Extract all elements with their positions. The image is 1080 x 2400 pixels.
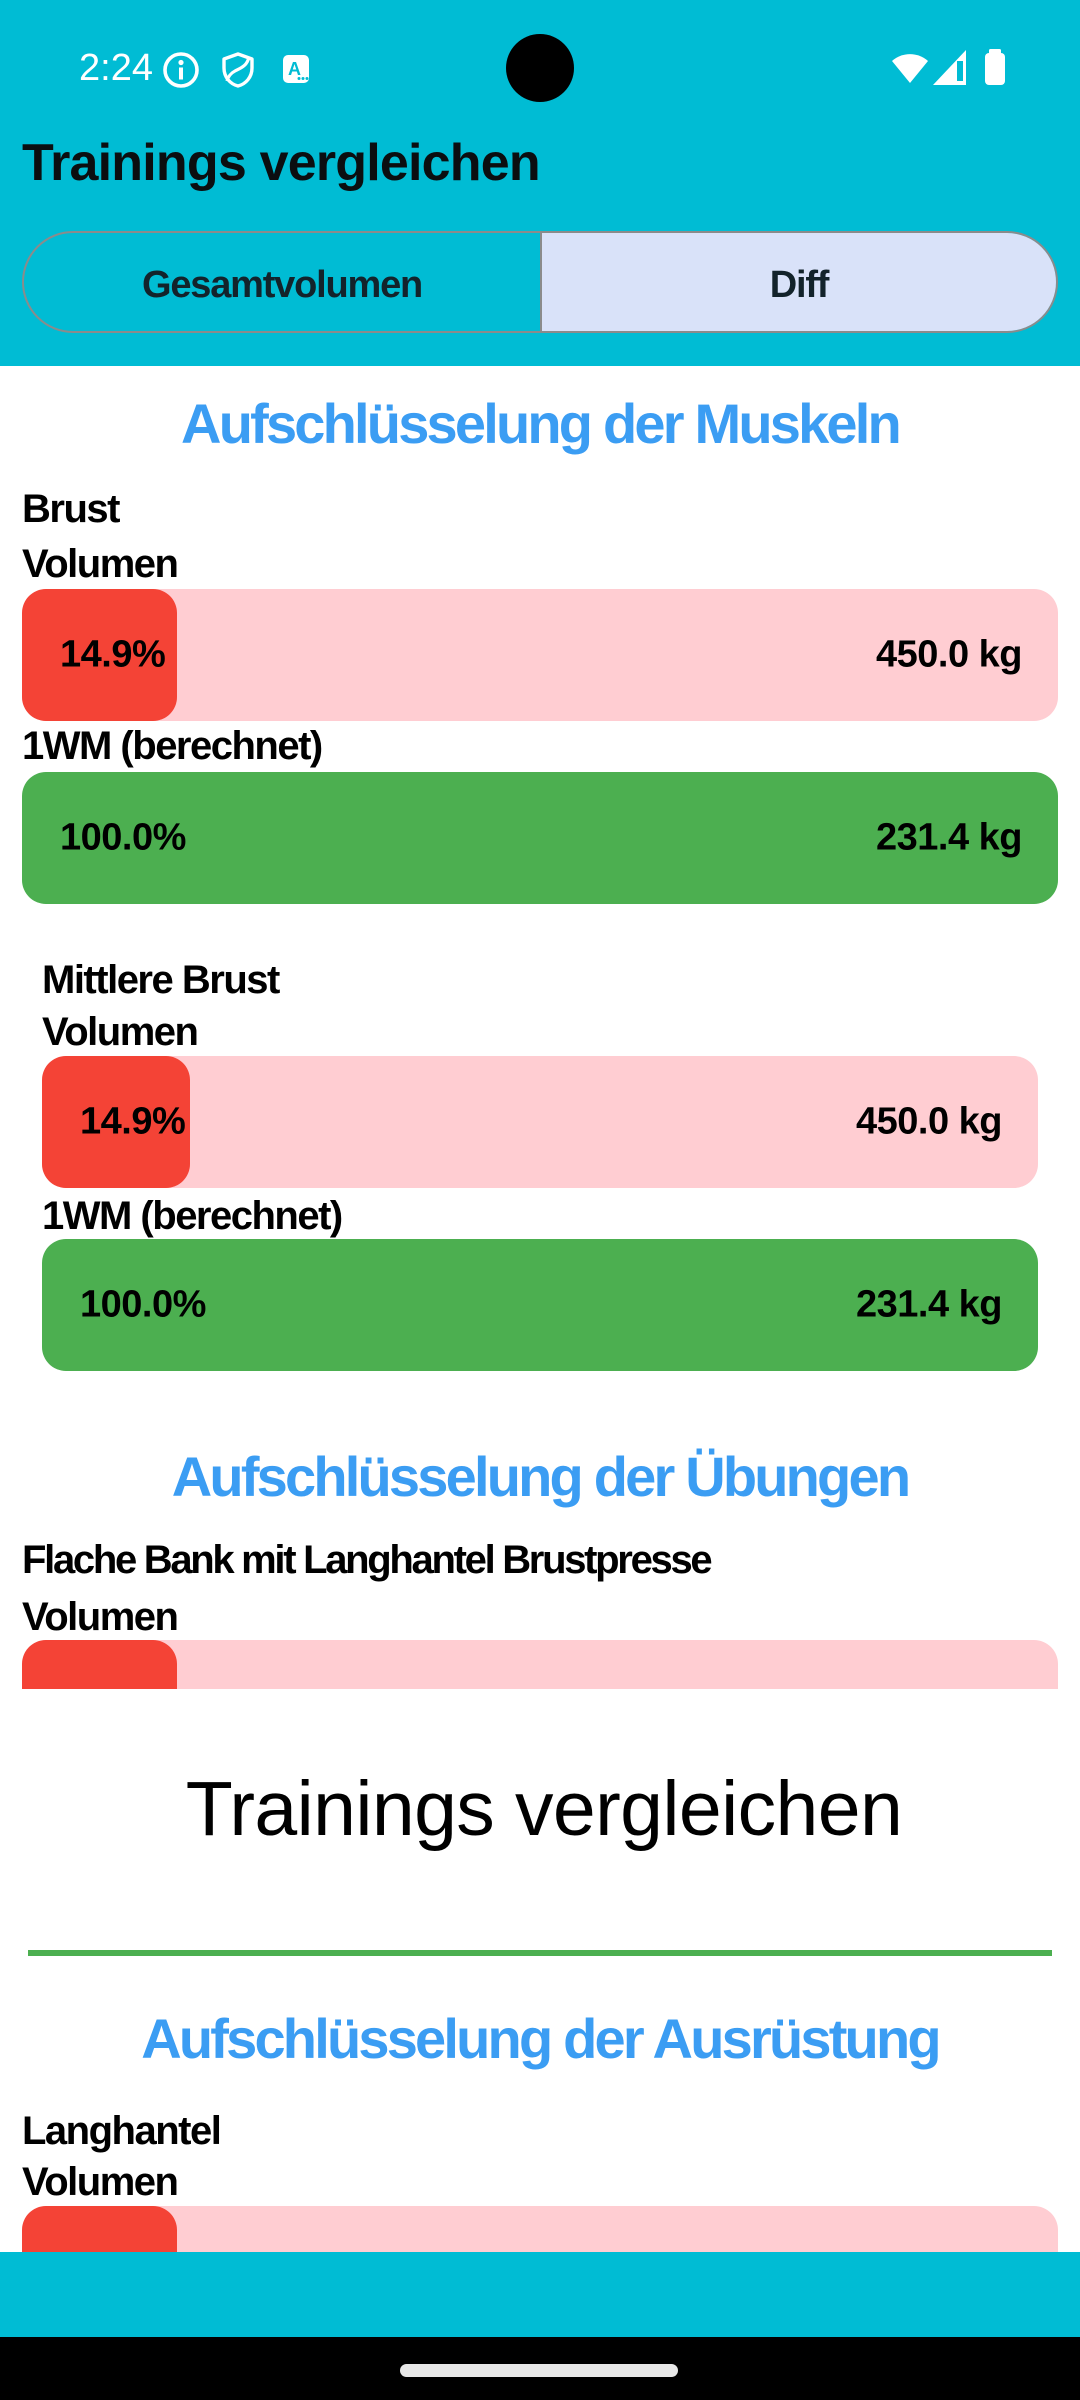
svg-text:A: A [288, 59, 301, 79]
